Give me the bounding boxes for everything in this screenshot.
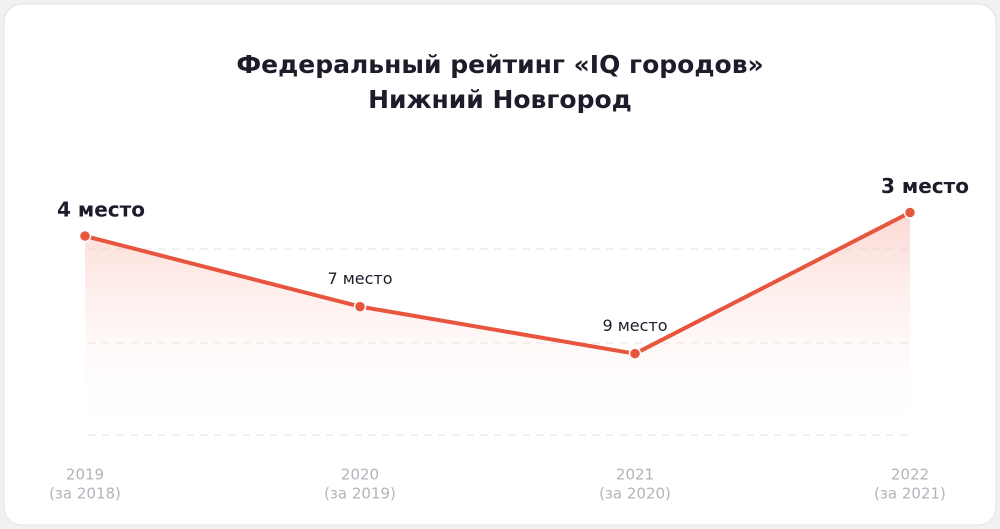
chart-subtitle: Нижний Новгород: [368, 85, 632, 114]
value-label: 4 место: [57, 198, 145, 222]
x-tick-label: 2020: [341, 466, 379, 484]
x-tick-sublabel: (за 2019): [324, 485, 396, 503]
point: [628, 347, 642, 360]
point: [78, 229, 92, 243]
x-tick-label: 2019: [66, 466, 104, 484]
x-tick-sublabel: (за 2020): [599, 485, 671, 503]
line: [84, 210, 911, 356]
value-label: 3 место: [881, 174, 969, 198]
point: [353, 300, 367, 313]
point: [903, 206, 917, 219]
area: [85, 212, 910, 436]
x-tick-sublabel: (за 2018): [49, 485, 121, 503]
x-tick-label: 2021: [616, 466, 654, 484]
x-tick-label: 2022: [891, 466, 929, 484]
x-tick-sublabel: (за 2021): [874, 485, 946, 503]
value-label: 7 место: [327, 269, 392, 288]
value-label: 9 место: [602, 316, 667, 335]
chart-title: Федеральный рейтинг «IQ городов»: [236, 50, 763, 79]
